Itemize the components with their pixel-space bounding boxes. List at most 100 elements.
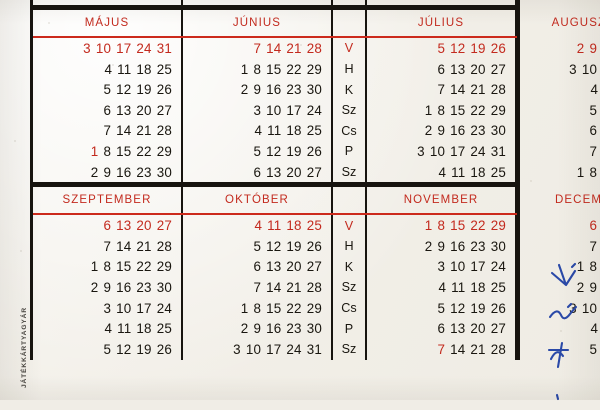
month-title-oktober[interactable]: OKTÓBER: [183, 187, 333, 214]
day-number: 6: [589, 123, 598, 139]
day-number: 15: [116, 259, 132, 275]
day-number: 1: [240, 300, 249, 316]
day-number: 18: [286, 218, 302, 234]
handwritten-notes: [542, 255, 594, 405]
day-number: 23: [136, 164, 152, 180]
day-number: 27: [156, 218, 172, 234]
day-number: 30: [156, 164, 172, 180]
day-number: 11: [267, 218, 282, 234]
day-number: 9: [589, 279, 598, 295]
day-number: 5: [253, 143, 262, 159]
weekday-label: H: [333, 235, 367, 257]
day-number: 2: [576, 40, 585, 56]
day-number: 15: [116, 143, 132, 159]
month-title-szeptember[interactable]: SZEPTEMBER: [33, 187, 183, 214]
day-number: 9: [103, 279, 112, 295]
day-number: 11: [451, 164, 466, 180]
day-number: 21: [470, 0, 485, 2]
day-number: 25: [156, 321, 172, 337]
month-title-majus[interactable]: MÁJUS: [33, 10, 183, 37]
day-number: 19: [136, 341, 152, 357]
month-title-junius[interactable]: JÚNIUS: [183, 10, 333, 37]
day-number: 12: [266, 238, 282, 254]
weekday-label: V: [333, 215, 367, 236]
weekday-label: Cs: [333, 297, 367, 319]
month-title-julius[interactable]: JÚLIUS: [367, 10, 517, 37]
day-number: 4: [590, 82, 599, 98]
day-number: 10: [96, 0, 111, 2]
calendar-row: 3101724317142128V512192629162330: [33, 38, 597, 59]
paper-speck: [530, 180, 532, 182]
month-title-december[interactable]: DECEMBER: [555, 194, 600, 207]
day-number: 5: [253, 238, 262, 254]
day-number: 29: [156, 143, 172, 159]
day-number: 29: [490, 218, 506, 234]
day-number: 26: [490, 40, 506, 56]
day-number: 28: [156, 123, 172, 139]
day-number: 23: [470, 123, 486, 139]
month-title-november[interactable]: NOVEMBER: [367, 187, 517, 214]
day-number: 3: [253, 102, 262, 118]
day-number: 8: [253, 61, 262, 77]
day-number: 17: [286, 102, 302, 118]
weekday-column-spacer: [333, 187, 367, 214]
day-number: 8: [103, 259, 112, 275]
day-number: 22: [286, 61, 302, 77]
day-number: 26: [306, 143, 322, 159]
day-number: 23: [470, 238, 486, 254]
day-number: 14: [116, 238, 132, 254]
day-number: 7: [103, 123, 112, 139]
day-number: 1: [424, 218, 433, 234]
day-number: 28: [490, 82, 506, 98]
day-number: 9: [589, 40, 598, 56]
day-number: 14: [266, 0, 281, 2]
day-cell: 3 10 17 24: [33, 297, 183, 319]
calendar-row: 5121926310172431Sz71421285121926: [33, 338, 597, 360]
day-number: 2: [90, 164, 99, 180]
day-number: 30: [306, 321, 322, 337]
day-number: 15: [266, 300, 282, 316]
day-number: 23: [136, 279, 152, 295]
day-number: 20: [470, 61, 486, 77]
paper-speck: [48, 22, 50, 24]
day-number: 11: [267, 123, 282, 139]
day-number: 27: [306, 164, 322, 180]
day-number: 22: [136, 143, 152, 159]
handwriting-ink: [547, 262, 578, 401]
day-number: 14: [266, 279, 282, 295]
weekday-label: Sz: [333, 161, 367, 183]
paper-speck: [560, 330, 562, 332]
day-number: 16: [116, 164, 132, 180]
day-number: 5: [589, 341, 598, 357]
day-number: 5: [589, 102, 598, 118]
day-number: 16: [116, 279, 132, 295]
month-title-augusztus[interactable]: AUGUSZTUS: [551, 17, 600, 30]
day-number: 31: [156, 40, 172, 56]
day-number: 7: [437, 341, 446, 357]
day-number: 18: [470, 279, 486, 295]
day-number: 20: [470, 321, 486, 337]
month-header-rule: [33, 36, 517, 39]
day-number: 18: [470, 164, 486, 180]
weekday-label: Sz: [333, 277, 367, 298]
day-number: 3: [569, 300, 577, 316]
day-number: 10: [581, 61, 598, 77]
day-number: 16: [450, 123, 466, 139]
paper-speck: [300, 44, 302, 46]
day-number: 21: [136, 238, 152, 254]
